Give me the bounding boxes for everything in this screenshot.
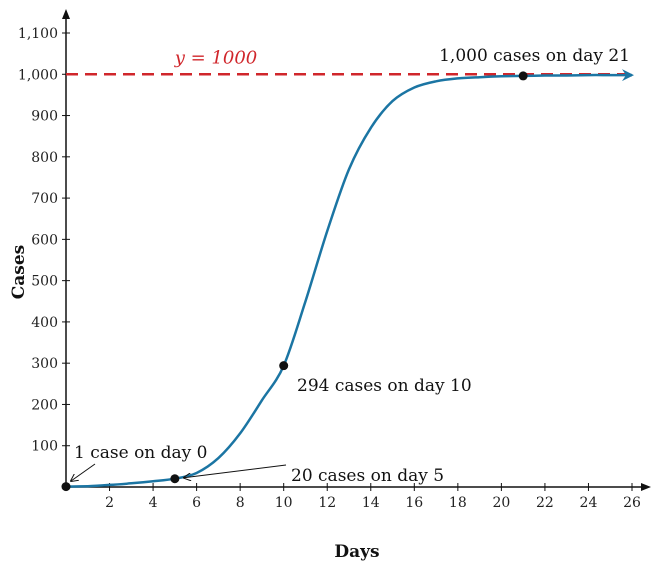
- y-tick-label: 200: [31, 397, 58, 413]
- x-tick-label: 12: [318, 495, 336, 511]
- x-tick-label: 14: [362, 495, 380, 511]
- data-point: [518, 71, 528, 81]
- x-tick-label: 10: [275, 495, 293, 511]
- x-tick-label: 22: [536, 495, 554, 511]
- asymptote-label: y = 1000: [174, 47, 258, 68]
- x-tick-label: 24: [580, 495, 598, 511]
- data-point: [170, 474, 180, 484]
- y-tick-label: 800: [31, 150, 58, 166]
- series-line: [65, 69, 634, 488]
- series-group: [65, 69, 634, 488]
- x-axis-title: Days: [334, 542, 379, 562]
- data-point: [61, 482, 71, 492]
- data-point: [279, 361, 289, 371]
- point-annotation: 294 cases on day 10: [297, 376, 472, 396]
- annotation-leader: [71, 463, 96, 481]
- point-annotation: 1 case on day 0: [74, 443, 208, 463]
- y-tick-label: 400: [31, 315, 58, 331]
- y-tick-label: 1,100: [18, 26, 58, 42]
- point-annotation: 1,000 cases on day 21: [439, 46, 630, 66]
- y-tick-label: 1,000: [18, 67, 58, 83]
- annotation-leader: [184, 464, 287, 478]
- asymptote-group: y = 1000: [66, 47, 636, 76]
- x-tick-label: 4: [149, 495, 158, 511]
- x-tick-label: 20: [492, 495, 510, 511]
- x-tick-label: 2: [105, 495, 114, 511]
- y-axis-title: Cases: [9, 245, 29, 300]
- x-tick-label: 6: [192, 495, 201, 511]
- x-tick-label: 18: [449, 495, 467, 511]
- y-tick-label: 100: [31, 439, 58, 455]
- highlighted-points-group: 1 case on day 0 20 cases on day 5 294 case…: [61, 46, 630, 492]
- x-tick-label: 16: [405, 495, 423, 511]
- x-tick-label: 8: [236, 495, 245, 511]
- y-tick-label: 500: [31, 274, 58, 290]
- point-annotation: 20 cases on day 5: [291, 466, 444, 486]
- y-tick-label: 900: [31, 109, 58, 125]
- y-tick-label: 700: [31, 191, 58, 207]
- y-tick-label: 600: [31, 232, 58, 248]
- y-tick-label: 300: [31, 356, 58, 372]
- x-tick-label: 26: [623, 495, 641, 511]
- axes: 2 4 6 8 10 12 14 16 18 20 22 24 26100200300400500600…: [18, 9, 651, 511]
